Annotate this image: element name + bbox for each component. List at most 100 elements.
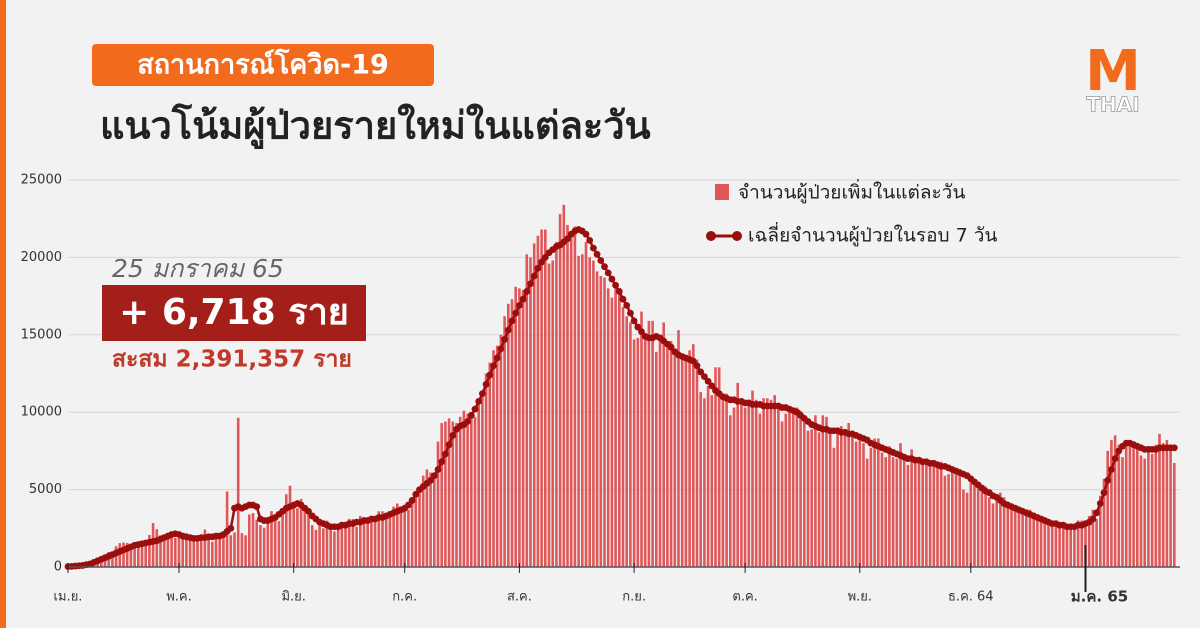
bar	[429, 472, 432, 567]
bar	[610, 297, 614, 567]
bar	[273, 519, 277, 567]
bar	[336, 529, 340, 567]
bar	[355, 526, 358, 567]
bar	[159, 535, 162, 567]
line-point	[586, 236, 594, 244]
bar	[436, 441, 440, 567]
bar	[1058, 523, 1061, 567]
bar	[529, 257, 532, 567]
bar	[1106, 450, 1109, 567]
bar	[1161, 443, 1165, 567]
line-point	[442, 450, 449, 458]
bar	[566, 224, 569, 567]
bar	[680, 354, 684, 567]
bar	[347, 519, 351, 567]
line-point	[490, 362, 497, 370]
bar	[847, 423, 850, 567]
line-point	[608, 275, 616, 283]
bar	[1080, 520, 1084, 567]
bar	[122, 542, 125, 567]
bar	[100, 558, 103, 567]
bar	[407, 509, 410, 567]
bar	[784, 413, 788, 567]
bar	[840, 426, 843, 567]
bar	[1150, 453, 1154, 567]
bar	[1143, 458, 1146, 567]
bar	[1132, 441, 1135, 567]
line-point	[597, 257, 605, 264]
line-point	[430, 472, 438, 480]
bar	[573, 226, 577, 567]
bar	[917, 458, 921, 567]
bar	[858, 440, 862, 567]
bar	[817, 432, 821, 567]
bar	[381, 511, 384, 567]
line-point	[667, 343, 675, 351]
bar	[758, 413, 762, 567]
bar	[277, 521, 281, 567]
bar	[322, 528, 325, 567]
bar	[1047, 520, 1050, 567]
title: แนวโน้มผู้ป่วยรายใหม่ในแต่ละวัน	[100, 103, 651, 150]
x-tick-label: ก.ค.	[392, 590, 417, 605]
bar	[666, 344, 669, 567]
bar	[1173, 463, 1176, 567]
bar	[325, 520, 329, 567]
bar	[1039, 515, 1043, 567]
x-tick-label: เม.ย.	[54, 590, 83, 605]
bar	[795, 407, 799, 567]
bar	[236, 417, 240, 567]
bar	[177, 537, 181, 567]
bar	[366, 517, 369, 567]
bar	[810, 429, 813, 567]
bar	[836, 427, 839, 567]
bar	[129, 545, 133, 567]
bar	[1073, 529, 1076, 567]
line-point	[708, 382, 716, 390]
bar	[388, 512, 392, 567]
bar	[888, 446, 891, 567]
bar	[632, 339, 636, 567]
bar	[925, 463, 928, 567]
bar	[340, 525, 344, 567]
bar	[207, 534, 210, 567]
bar	[636, 337, 640, 567]
bar	[266, 517, 270, 567]
bar	[969, 478, 973, 567]
line-point	[604, 269, 612, 277]
y-tick-label: 15000	[21, 327, 62, 342]
bar	[1110, 440, 1113, 567]
line-point	[438, 458, 446, 466]
line-point	[538, 258, 545, 266]
line-point	[619, 295, 627, 303]
bar	[329, 525, 332, 567]
bar	[939, 461, 943, 567]
bar	[399, 508, 403, 567]
bar	[721, 399, 725, 567]
y-tick-label: 25000	[21, 173, 62, 188]
bar	[669, 340, 673, 567]
bar	[362, 519, 366, 567]
bar	[988, 497, 991, 567]
line-point	[527, 280, 534, 288]
bar	[181, 536, 184, 567]
bar	[458, 416, 462, 567]
bar	[777, 404, 780, 567]
y-tick-label: 5000	[29, 482, 62, 497]
bar	[1002, 497, 1006, 567]
bar	[1136, 444, 1139, 567]
bar	[984, 486, 987, 567]
bar	[684, 354, 688, 567]
bar	[991, 503, 995, 567]
bar	[344, 525, 347, 567]
bar	[425, 469, 429, 567]
bar	[118, 543, 122, 567]
line-point	[634, 323, 642, 331]
bar	[174, 537, 177, 567]
x-tick-label: มิ.ย.	[281, 590, 305, 605]
highlight-date: 25 มกราคม 65	[112, 254, 284, 283]
bar	[710, 395, 714, 567]
bar	[125, 543, 129, 567]
bar	[199, 535, 203, 567]
bar	[303, 511, 307, 567]
